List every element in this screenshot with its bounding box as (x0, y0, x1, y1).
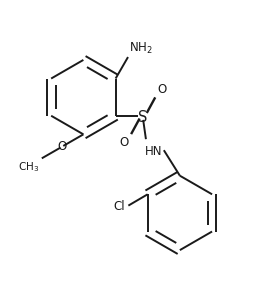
Text: O: O (157, 83, 167, 96)
Text: CH$_3$: CH$_3$ (18, 160, 39, 174)
Text: Cl: Cl (114, 200, 125, 213)
Text: HN: HN (144, 145, 162, 158)
Text: methoxy: methoxy (37, 158, 44, 160)
Text: S: S (139, 110, 148, 125)
Text: NH$_2$: NH$_2$ (129, 41, 153, 56)
Text: O: O (57, 140, 66, 153)
Text: O: O (120, 136, 129, 149)
